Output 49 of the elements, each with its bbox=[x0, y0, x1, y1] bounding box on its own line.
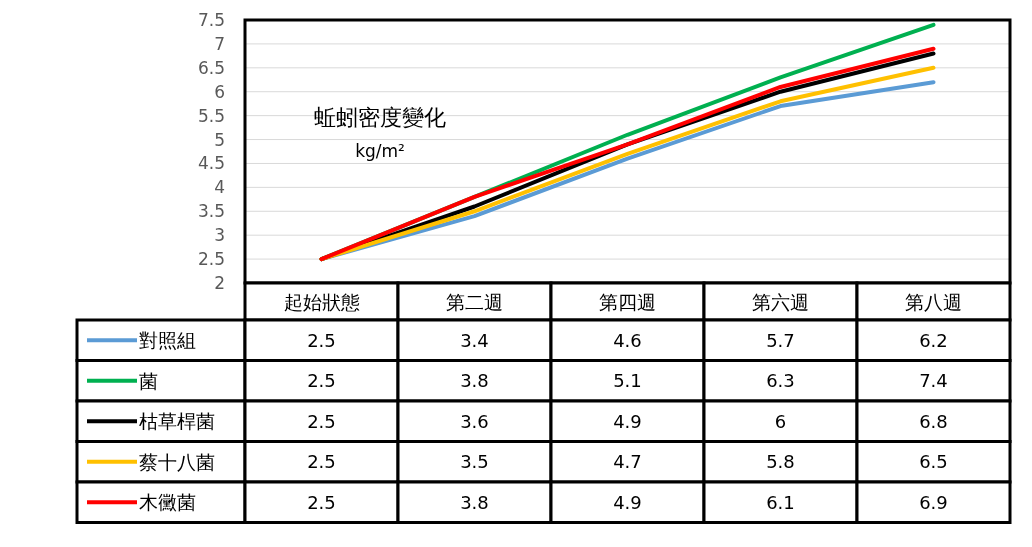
data-label: 5.8 bbox=[766, 451, 795, 473]
y-tick-label: 3.5 bbox=[197, 201, 225, 222]
data-label: 2.5 bbox=[307, 491, 336, 513]
data-label: 4.7 bbox=[613, 451, 642, 473]
x-tick-label: 第六週 bbox=[752, 290, 809, 313]
x-tick-label: 起始狀態 bbox=[283, 290, 360, 313]
x-tick-label: 第二週 bbox=[446, 290, 503, 313]
data-label: 6 bbox=[774, 410, 787, 432]
data-label: 3.5 bbox=[460, 451, 489, 473]
y-tick-label: 2 bbox=[214, 273, 225, 293]
data-label: 6.9 bbox=[919, 491, 948, 513]
data-label: 3.4 bbox=[460, 329, 489, 351]
y-tick-label: 3 bbox=[214, 225, 225, 246]
data-label: 6.5 bbox=[919, 451, 948, 473]
text: 蚯蚓密度變化 bbox=[314, 105, 446, 130]
data-label: 4.6 bbox=[613, 329, 642, 351]
legend-label: 菌 bbox=[139, 369, 158, 392]
data-label: 6.1 bbox=[766, 491, 795, 513]
y-tick-label: 5 bbox=[214, 129, 225, 150]
text: kg/m² bbox=[355, 141, 405, 161]
data-label: 2.5 bbox=[307, 451, 336, 473]
y-tick-label: 2.5 bbox=[197, 249, 225, 270]
data-label: 4.9 bbox=[613, 491, 642, 513]
data-label: 5.1 bbox=[613, 370, 642, 392]
data-label: 6.2 bbox=[919, 329, 948, 351]
legend-label: 木黴菌 bbox=[139, 491, 196, 514]
y-tick-label: 7.5 bbox=[197, 10, 225, 30]
data-label: 7.4 bbox=[919, 370, 948, 392]
data-label: 2.5 bbox=[307, 410, 336, 432]
y-tick-label: 5.5 bbox=[197, 105, 225, 126]
data-label: 2.5 bbox=[307, 329, 336, 351]
legend-label: 對照組 bbox=[139, 329, 196, 352]
data-label: 4.9 bbox=[613, 410, 642, 432]
y-tick-label: 7 bbox=[214, 33, 225, 54]
y-tick-label: 4 bbox=[214, 177, 225, 198]
y-tick-label: 4.5 bbox=[197, 153, 225, 174]
x-tick-label: 第八週 bbox=[905, 290, 962, 313]
x-tick-label: 第四週 bbox=[599, 290, 656, 313]
data-label: 5.7 bbox=[766, 329, 795, 351]
data-label: 6.3 bbox=[766, 370, 795, 392]
data-label: 2.5 bbox=[307, 370, 336, 392]
data-label: 3.6 bbox=[460, 410, 489, 432]
legend-label: 蔡十八菌 bbox=[139, 450, 215, 473]
y-tick-label: 6.5 bbox=[197, 57, 225, 78]
data-label: 6.8 bbox=[919, 410, 948, 432]
legend-label: 枯草桿菌 bbox=[139, 410, 215, 433]
data-label: 3.8 bbox=[460, 370, 489, 392]
data-label: 3.8 bbox=[460, 491, 489, 513]
y-tick-label: 6 bbox=[214, 81, 225, 102]
